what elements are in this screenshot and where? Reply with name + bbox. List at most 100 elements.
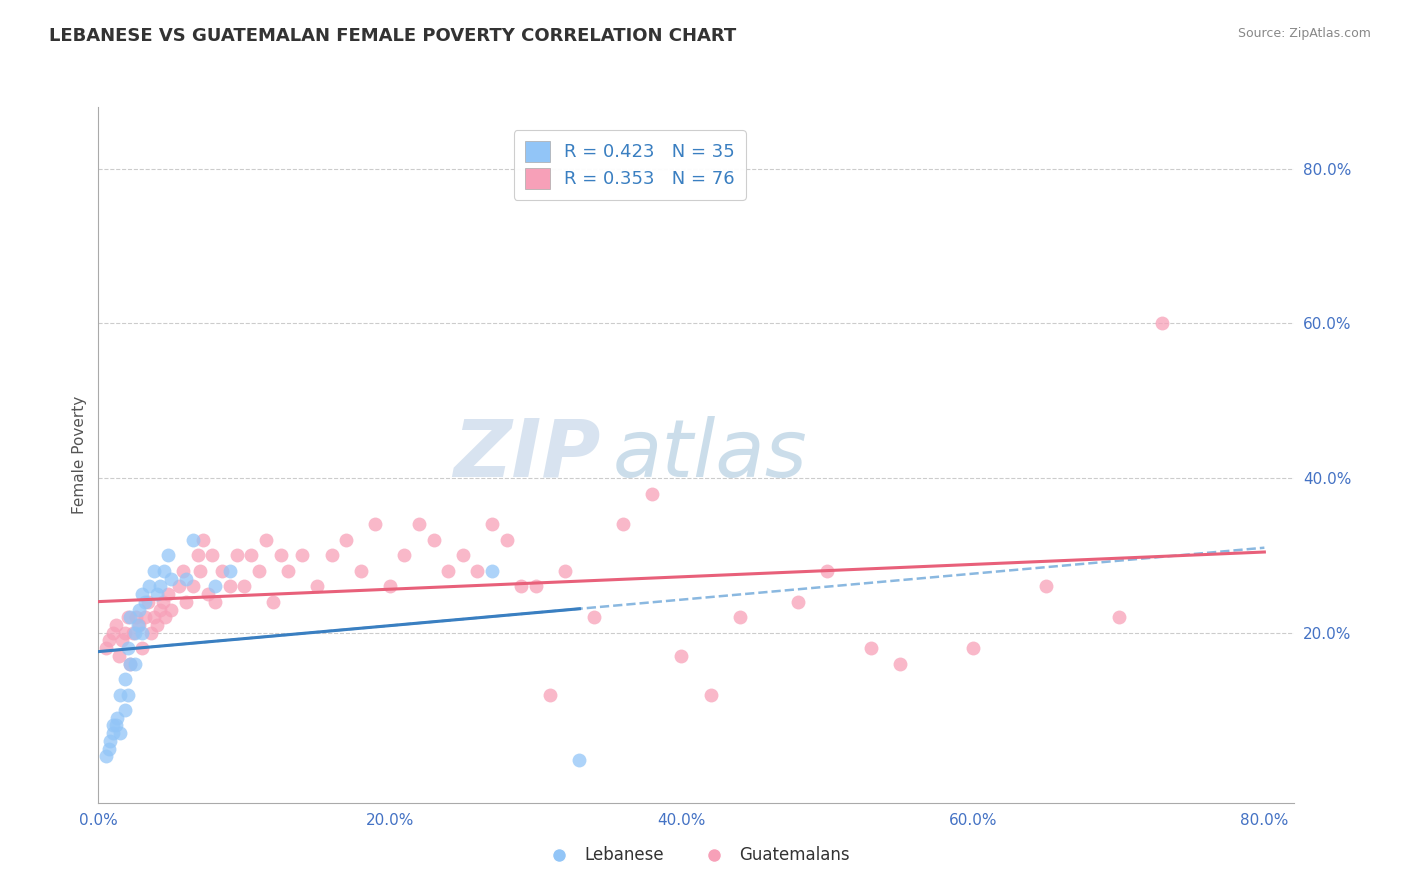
Point	[190, 564, 212, 578]
Point	[120, 657, 142, 671]
Point	[204, 579, 226, 593]
Text: Source: ZipAtlas.com: Source: ZipAtlas.com	[1237, 27, 1371, 40]
Point	[174, 572, 197, 586]
Point	[101, 718, 124, 732]
Point	[155, 610, 177, 624]
Point	[125, 610, 148, 624]
Point	[305, 579, 328, 593]
Point	[240, 549, 263, 563]
Point	[128, 602, 150, 616]
Point	[101, 726, 124, 740]
Point	[97, 633, 120, 648]
Point	[437, 564, 460, 578]
Point	[181, 579, 204, 593]
Point	[127, 618, 149, 632]
Point	[149, 579, 172, 593]
Point	[394, 549, 416, 563]
Point	[114, 703, 136, 717]
Point	[889, 657, 911, 671]
Point	[139, 625, 162, 640]
Point	[1108, 610, 1130, 624]
Point	[495, 533, 517, 547]
Point	[157, 549, 180, 563]
Point	[364, 517, 387, 532]
Point	[211, 564, 233, 578]
Point	[181, 533, 204, 547]
Point	[153, 564, 176, 578]
Point	[524, 579, 547, 593]
Point	[142, 564, 165, 578]
Point	[104, 718, 127, 732]
Point	[138, 579, 160, 593]
Point	[128, 618, 150, 632]
Point	[612, 517, 634, 532]
Point	[254, 533, 277, 547]
Point	[136, 595, 159, 609]
Point	[554, 564, 576, 578]
Point	[186, 549, 208, 563]
Point	[131, 641, 153, 656]
Point	[117, 688, 139, 702]
Point	[481, 517, 503, 532]
Point	[859, 641, 882, 656]
Point	[233, 579, 256, 593]
Point	[451, 549, 474, 563]
Point	[120, 610, 142, 624]
Point	[108, 648, 131, 663]
Point	[218, 564, 240, 578]
Point	[124, 625, 146, 640]
Text: atlas: atlas	[612, 416, 807, 494]
Point	[193, 533, 215, 547]
Point	[111, 633, 134, 648]
Point	[201, 549, 224, 563]
Point	[124, 657, 146, 671]
Point	[94, 641, 117, 656]
Point	[149, 602, 172, 616]
Point	[134, 610, 156, 624]
Y-axis label: Female Poverty: Female Poverty	[72, 396, 87, 514]
Point	[321, 549, 343, 563]
Point	[641, 486, 664, 500]
Point	[204, 595, 226, 609]
Point	[815, 564, 838, 578]
Point	[131, 587, 153, 601]
Point	[1152, 317, 1174, 331]
Point	[160, 572, 183, 586]
Point	[114, 625, 136, 640]
Point	[247, 564, 270, 578]
Point	[145, 618, 167, 632]
Point	[114, 672, 136, 686]
Point	[408, 517, 430, 532]
Point	[110, 726, 132, 740]
Point	[277, 564, 299, 578]
Point	[962, 641, 984, 656]
Point	[262, 595, 284, 609]
Point	[291, 549, 314, 563]
Point	[172, 564, 194, 578]
Point	[167, 579, 190, 593]
Point	[131, 625, 153, 640]
Point	[110, 688, 132, 702]
Point	[145, 587, 167, 601]
Point	[97, 741, 120, 756]
Text: LEBANESE VS GUATEMALAN FEMALE POVERTY CORRELATION CHART: LEBANESE VS GUATEMALAN FEMALE POVERTY CO…	[49, 27, 737, 45]
Point	[98, 734, 121, 748]
Point	[117, 641, 139, 656]
Point	[538, 688, 561, 702]
Point	[787, 595, 810, 609]
Point	[699, 688, 721, 702]
Point	[160, 602, 183, 616]
Point	[142, 610, 165, 624]
Point	[174, 595, 197, 609]
Point	[105, 711, 128, 725]
Point	[422, 533, 444, 547]
Point	[510, 579, 533, 593]
Point	[582, 610, 605, 624]
Point	[225, 549, 247, 563]
Point	[197, 587, 219, 601]
Point	[101, 625, 124, 640]
Point	[218, 579, 240, 593]
Point	[122, 625, 145, 640]
Point	[467, 564, 489, 578]
Point	[378, 579, 401, 593]
